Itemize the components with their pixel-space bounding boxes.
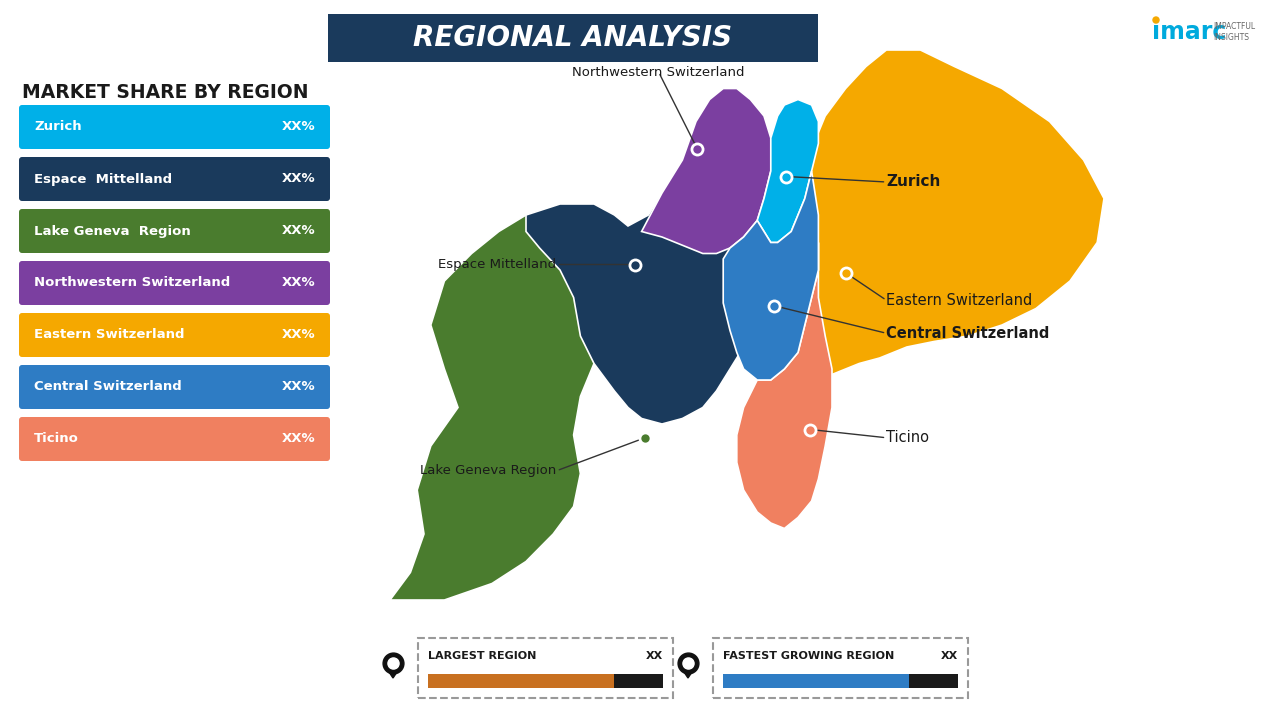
FancyBboxPatch shape — [19, 261, 330, 305]
Text: XX: XX — [941, 651, 957, 661]
Text: Lake Geneva  Region: Lake Geneva Region — [35, 225, 191, 238]
Polygon shape — [723, 171, 818, 380]
Text: Zurich: Zurich — [886, 174, 941, 189]
Text: XX%: XX% — [282, 120, 315, 133]
Polygon shape — [390, 204, 649, 600]
Text: imarc: imarc — [1152, 20, 1226, 44]
FancyBboxPatch shape — [713, 638, 968, 698]
Polygon shape — [526, 116, 777, 424]
Text: Central Switzerland: Central Switzerland — [35, 380, 182, 394]
Text: XX%: XX% — [282, 380, 315, 394]
Text: Espace Mittelland: Espace Mittelland — [439, 258, 557, 271]
Text: Eastern Switzerland: Eastern Switzerland — [886, 293, 1033, 307]
FancyBboxPatch shape — [723, 674, 909, 688]
Polygon shape — [682, 669, 694, 678]
Text: XX%: XX% — [282, 225, 315, 238]
FancyBboxPatch shape — [19, 313, 330, 357]
FancyBboxPatch shape — [419, 638, 673, 698]
FancyBboxPatch shape — [19, 105, 330, 149]
Polygon shape — [387, 669, 399, 678]
Circle shape — [1153, 17, 1158, 23]
FancyBboxPatch shape — [19, 365, 330, 409]
FancyBboxPatch shape — [328, 14, 818, 62]
Text: XX%: XX% — [282, 173, 315, 186]
Polygon shape — [758, 99, 818, 243]
Text: Zurich: Zurich — [35, 120, 82, 133]
Text: Northwestern Switzerland: Northwestern Switzerland — [35, 276, 230, 289]
Text: Espace  Mittelland: Espace Mittelland — [35, 173, 172, 186]
Text: Ticino: Ticino — [35, 433, 79, 446]
Text: XX: XX — [645, 651, 663, 661]
Polygon shape — [641, 89, 771, 253]
Polygon shape — [737, 243, 832, 528]
Text: MARKET SHARE BY REGION: MARKET SHARE BY REGION — [22, 83, 308, 102]
Text: FASTEST GROWING REGION: FASTEST GROWING REGION — [723, 651, 895, 661]
Text: Eastern Switzerland: Eastern Switzerland — [35, 328, 184, 341]
Text: XX%: XX% — [282, 328, 315, 341]
FancyBboxPatch shape — [909, 674, 957, 688]
Text: Northwestern Switzerland: Northwestern Switzerland — [572, 66, 745, 78]
Text: Lake Geneva Region: Lake Geneva Region — [420, 464, 557, 477]
FancyBboxPatch shape — [428, 674, 614, 688]
Text: Ticino: Ticino — [886, 431, 929, 445]
Text: Central Switzerland: Central Switzerland — [886, 325, 1050, 341]
Text: IMPACTFUL
INSIGHTS: IMPACTFUL INSIGHTS — [1213, 22, 1256, 42]
Text: LARGEST REGION: LARGEST REGION — [428, 651, 536, 661]
FancyBboxPatch shape — [19, 157, 330, 201]
FancyBboxPatch shape — [19, 417, 330, 461]
Text: XX%: XX% — [282, 433, 315, 446]
FancyBboxPatch shape — [614, 674, 663, 688]
Text: XX%: XX% — [282, 276, 315, 289]
Text: REGIONAL ANALYSIS: REGIONAL ANALYSIS — [413, 24, 732, 52]
Polygon shape — [771, 50, 1103, 380]
FancyBboxPatch shape — [19, 209, 330, 253]
